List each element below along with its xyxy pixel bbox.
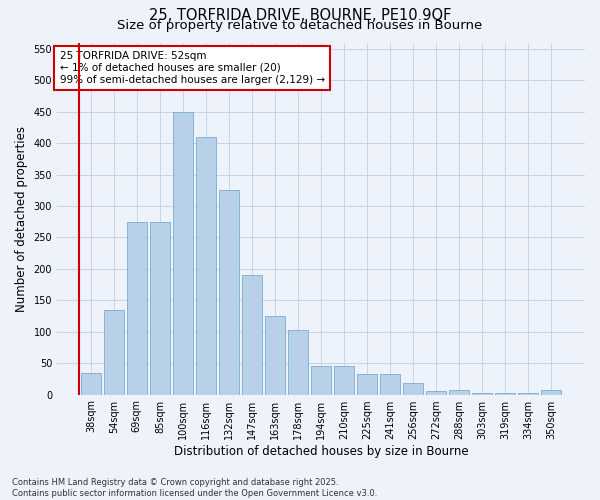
Bar [449, 390, 469, 394]
Bar [173, 112, 193, 395]
Bar [311, 366, 331, 394]
X-axis label: Distribution of detached houses by size in Bourne: Distribution of detached houses by size … [174, 444, 469, 458]
Bar [150, 222, 170, 394]
Text: 25, TORFRIDA DRIVE, BOURNE, PE10 9QF: 25, TORFRIDA DRIVE, BOURNE, PE10 9QF [149, 8, 451, 22]
Bar [380, 374, 400, 394]
Bar [265, 316, 285, 394]
Bar [427, 392, 446, 394]
Text: Size of property relative to detached houses in Bourne: Size of property relative to detached ho… [118, 18, 482, 32]
Bar [196, 137, 216, 394]
Bar [127, 222, 146, 394]
Bar [541, 390, 561, 394]
Bar [219, 190, 239, 394]
Bar [242, 275, 262, 394]
Text: Contains HM Land Registry data © Crown copyright and database right 2025.
Contai: Contains HM Land Registry data © Crown c… [12, 478, 377, 498]
Bar [334, 366, 354, 394]
Bar [288, 330, 308, 394]
Bar [104, 310, 124, 394]
Y-axis label: Number of detached properties: Number of detached properties [15, 126, 28, 312]
Bar [403, 384, 423, 394]
Bar [472, 392, 492, 394]
Text: 25 TORFRIDA DRIVE: 52sqm
← 1% of detached houses are smaller (20)
99% of semi-de: 25 TORFRIDA DRIVE: 52sqm ← 1% of detache… [59, 52, 325, 84]
Bar [496, 392, 515, 394]
Bar [81, 372, 101, 394]
Bar [357, 374, 377, 394]
